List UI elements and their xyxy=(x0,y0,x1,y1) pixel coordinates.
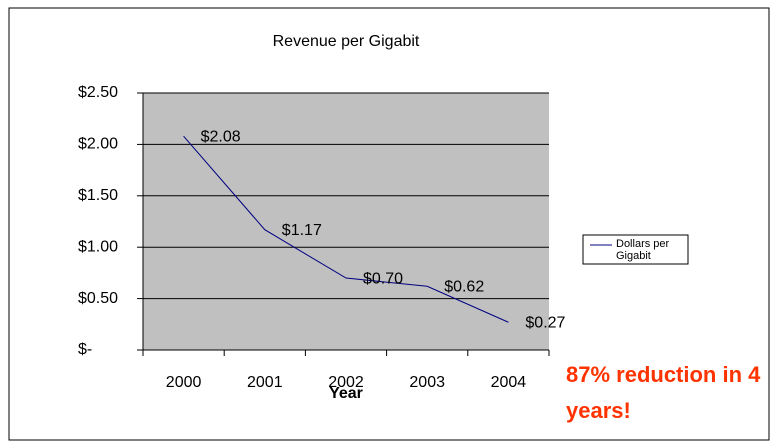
y-tick-label: $0.50 xyxy=(78,290,118,307)
data-label: $1.17 xyxy=(282,222,322,239)
data-label: $0.62 xyxy=(444,278,484,295)
y-tick-label: $1.00 xyxy=(78,238,118,255)
y-tick-label: $1.50 xyxy=(78,187,118,204)
series-line xyxy=(183,135,509,323)
annotation: 87% reduction in 4 years! xyxy=(566,362,761,423)
data-label: $0.70 xyxy=(363,270,403,287)
data-label: $0.27 xyxy=(525,314,565,331)
legend-label: Dollars per Gigabit xyxy=(616,238,670,262)
x-tick-label: 2000 xyxy=(166,374,202,391)
x-tick-label: 2002 xyxy=(328,374,364,391)
data-label: $2.08 xyxy=(201,128,241,145)
x-axis-label: Year xyxy=(329,385,363,402)
y-tick-label: $2.00 xyxy=(78,136,118,153)
x-tick-label: 2004 xyxy=(491,374,527,391)
x-tick-label: 2003 xyxy=(409,374,445,391)
x-tick-label: 2001 xyxy=(247,374,283,391)
chart-title: Revenue per Gigabit xyxy=(273,33,420,50)
legend-box xyxy=(582,234,689,265)
y-tick-label: $- xyxy=(78,341,92,358)
y-tick-label: $2.50 xyxy=(78,84,118,101)
plot-area xyxy=(143,93,549,350)
